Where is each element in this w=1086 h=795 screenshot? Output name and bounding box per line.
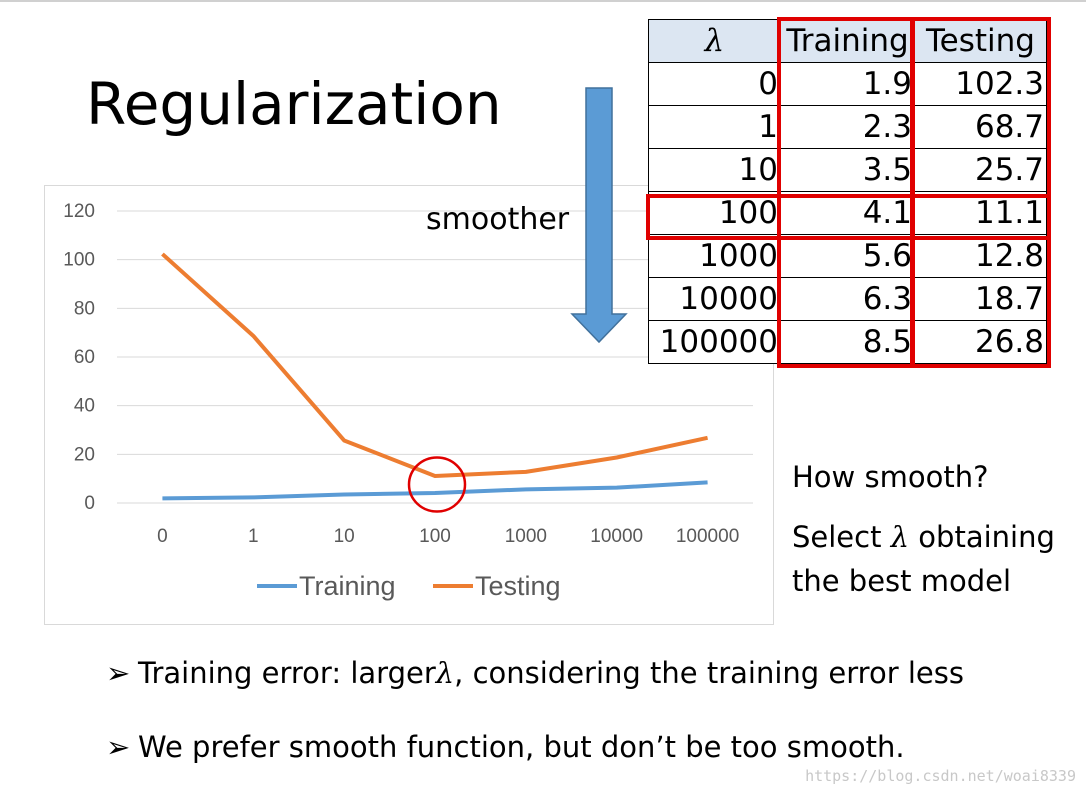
- x-tick-label: 1: [248, 526, 259, 547]
- bullet-arrow-icon: ➢: [106, 656, 131, 690]
- training-cell: 5.6: [780, 234, 915, 278]
- testing-cell: 102.3: [914, 62, 1047, 106]
- x-tick-label: 1000: [505, 526, 547, 547]
- testing-cell: 12.8: [914, 234, 1047, 278]
- training-cell: 1.9: [780, 62, 915, 106]
- slide-title: Regularization: [86, 70, 502, 138]
- x-tick-label: 0: [157, 526, 168, 547]
- lambda-cell: 1: [648, 105, 781, 149]
- x-tick-label: 10: [334, 526, 355, 547]
- y-tick-label: 80: [74, 298, 95, 319]
- x-tick-label: 100000: [676, 526, 739, 547]
- header-training: Training: [780, 19, 915, 63]
- table-row: 10 3.5 25.7: [648, 148, 1047, 192]
- bullet1-lambda: λ: [435, 656, 455, 690]
- x-tick-label: 10000: [590, 526, 643, 547]
- table-row: 0 1.9 102.3: [648, 62, 1047, 106]
- bullet-smooth: ➢ We prefer smooth function, but don’t be…: [106, 730, 905, 764]
- testing-cell: 68.7: [914, 105, 1047, 149]
- side-select-line2: the best model: [792, 564, 1012, 598]
- legend-label-training: Training: [299, 571, 396, 601]
- table-row: 100000 8.5 26.8: [648, 320, 1047, 364]
- table-header-row: λ Training Testing: [648, 19, 1047, 63]
- testing-cell: 11.1: [914, 191, 1047, 235]
- side-select-post: obtaining: [909, 520, 1055, 554]
- testing-cell: 18.7: [914, 277, 1047, 321]
- training-cell: 3.5: [780, 148, 915, 192]
- table-row: 10000 6.3 18.7: [648, 277, 1047, 321]
- training-cell: 4.1: [780, 191, 915, 235]
- lambda-cell: 10000: [648, 277, 781, 321]
- down-arrow-icon: [570, 87, 628, 344]
- bullet1-pre: Training error: larger: [138, 656, 436, 690]
- y-tick-label: 100: [63, 250, 95, 271]
- arrow-label: smoother: [426, 202, 570, 237]
- side-question: How smooth?: [792, 460, 989, 494]
- table-row: 1 2.3 68.7: [648, 105, 1047, 149]
- lambda-cell: 10: [648, 148, 781, 192]
- side-select-pre: Select: [792, 520, 891, 554]
- lambda-cell: 100: [648, 191, 781, 235]
- training-cell: 6.3: [780, 277, 915, 321]
- y-tick-label: 0: [84, 493, 95, 514]
- line-chart: 0 20 40 60 80 100 120 0 1 10 100 1000 10000 100000 Tra…: [63, 201, 753, 601]
- lambda-cell: 0: [648, 62, 781, 106]
- bullet1-post: , considering the training error less: [454, 656, 964, 690]
- series-line-training: [162, 480, 708, 501]
- y-tick-label: 20: [74, 444, 95, 465]
- table-row: 100 4.1 11.1: [648, 191, 1047, 235]
- table-row: 1000 5.6 12.8: [648, 234, 1047, 278]
- bullet-arrow-icon: ➢: [106, 730, 131, 764]
- lambda-cell: 1000: [648, 234, 781, 278]
- side-select-line1: Select λ obtaining: [792, 520, 1055, 554]
- bullet-training-error: ➢ Training error: largerλ, considering th…: [106, 656, 964, 690]
- y-tick-label: 120: [63, 201, 95, 222]
- testing-cell: 25.7: [914, 148, 1047, 192]
- lambda-symbol: λ: [890, 520, 910, 554]
- header-lambda: λ: [648, 19, 781, 63]
- lambda-table: λ Training Testing 0 1.9 102.3 1 2.3 68.7 10 3.…: [648, 19, 1047, 364]
- top-rule: [0, 0, 1086, 2]
- training-cell: 8.5: [780, 320, 915, 364]
- watermark: https://blog.csdn.net/woai8339: [805, 767, 1076, 785]
- y-tick-label: 60: [74, 347, 95, 368]
- legend-label-testing: Testing: [475, 571, 561, 601]
- y-tick-label: 40: [74, 396, 95, 417]
- lambda-cell: 100000: [648, 320, 781, 364]
- header-testing: Testing: [914, 19, 1047, 63]
- x-tick-label: 100: [419, 526, 451, 547]
- testing-cell: 26.8: [914, 320, 1047, 364]
- highlight-circle: [407, 456, 467, 513]
- training-cell: 2.3: [780, 105, 915, 149]
- bullet2-text: We prefer smooth function, but don’t be …: [138, 730, 905, 764]
